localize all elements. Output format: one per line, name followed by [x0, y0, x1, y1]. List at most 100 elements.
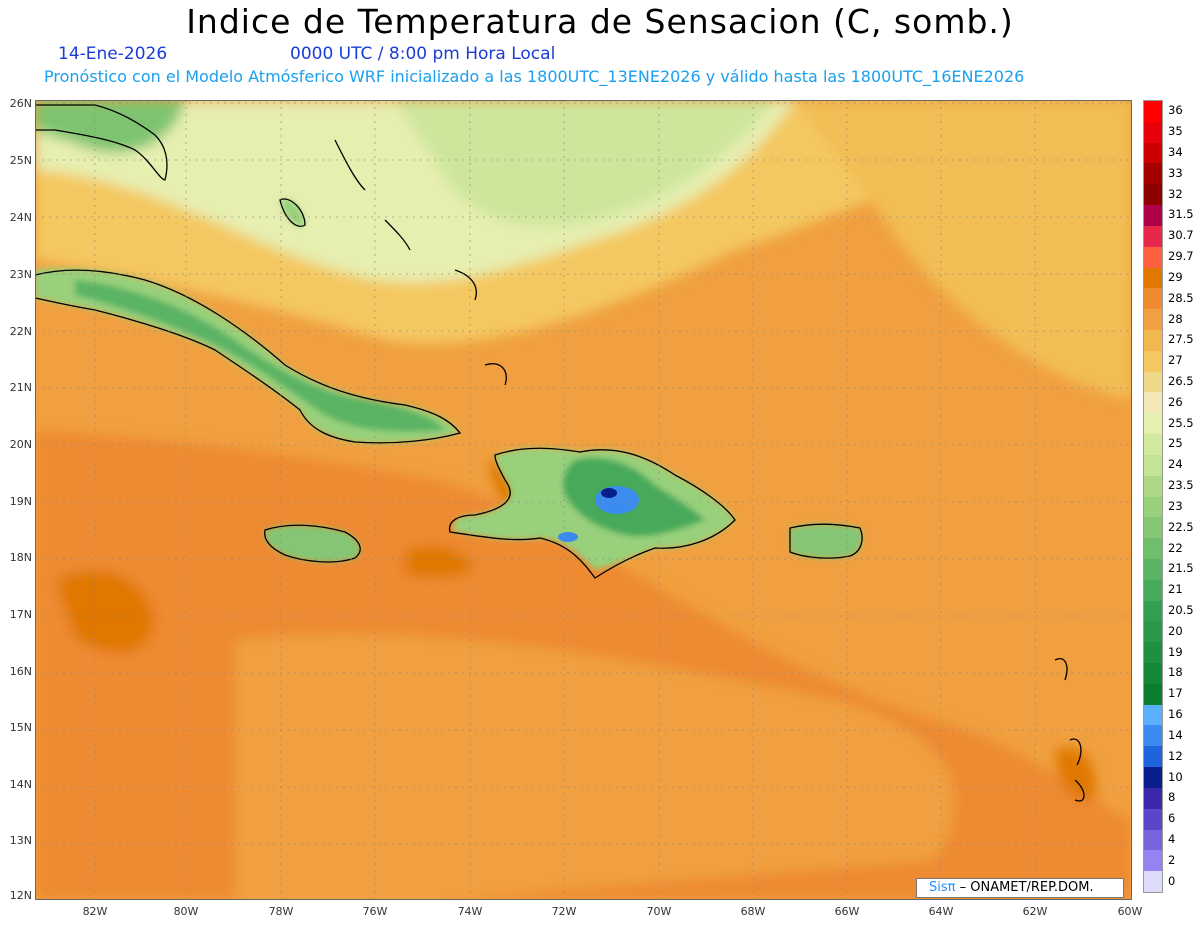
legend-swatch [1144, 101, 1162, 123]
legend-label: 29 [1168, 269, 1183, 284]
field-hot-spot-2 [405, 545, 475, 579]
legend-swatch [1144, 725, 1162, 747]
lat-label: 16N [9, 665, 32, 678]
legend-swatch [1144, 642, 1162, 664]
field-hot-spot-1 [55, 570, 155, 654]
legend-swatch [1144, 392, 1162, 414]
legend-swatch [1144, 329, 1162, 352]
legend-swatch [1144, 434, 1162, 456]
legend-label: 22.5 [1168, 519, 1194, 534]
legend-label: 35 [1168, 124, 1183, 139]
legend-label: 4 [1168, 831, 1176, 846]
lon-label: 66W [834, 905, 860, 918]
legend-swatch [1144, 267, 1162, 289]
lon-label: 72W [551, 905, 577, 918]
legend-swatch [1144, 871, 1162, 893]
legend-label: 30.7 [1168, 228, 1194, 243]
coast-lesser-1 [1054, 658, 1068, 681]
lat-label: 17N [9, 608, 32, 621]
legend-swatch [1144, 288, 1162, 310]
legend-label: 26.5 [1168, 374, 1194, 388]
cold-spot-inner [601, 488, 617, 498]
coast-bahamas-1 [334, 139, 366, 191]
coast-puerto-rico [789, 523, 863, 559]
legend-label: 17 [1168, 686, 1183, 701]
coast-cuba [35, 269, 462, 444]
credit-text: – ONAMET/REP.DOM. [959, 880, 1094, 895]
legend-label: 16 [1168, 707, 1183, 722]
legend-swatch [1144, 683, 1162, 706]
cold-spot-outer [595, 486, 639, 514]
legend-label: 19 [1168, 644, 1183, 659]
legend-swatch [1144, 371, 1162, 393]
lon-label: 80W [173, 905, 199, 918]
legend-label: 25 [1168, 436, 1183, 451]
lat-label: 15N [9, 721, 32, 734]
coast-andros [279, 198, 306, 227]
land-jamaica [264, 525, 361, 562]
coast-lesser-3 [1074, 779, 1085, 802]
sispi-logo: Sisπ [929, 880, 956, 895]
lon-label: 82W [82, 905, 108, 918]
legend-swatch [1144, 829, 1162, 851]
legend-swatch [1144, 600, 1162, 622]
legend-swatch [1144, 558, 1162, 581]
land-cuba-core [75, 280, 445, 432]
legend-swatch [1144, 413, 1162, 435]
legend-label: 28 [1168, 311, 1183, 326]
land-andros [280, 199, 305, 227]
legend-label: 2 [1168, 852, 1176, 867]
legend-label: 34 [1168, 145, 1183, 160]
legend-label: 29.7 [1168, 249, 1194, 264]
legend-swatch [1144, 309, 1162, 331]
legend-label: 21 [1168, 582, 1183, 597]
lat-label: 19N [9, 495, 32, 508]
legend-label: 28.5 [1168, 290, 1194, 305]
legend-swatch [1144, 350, 1162, 373]
legend-label: 12 [1168, 748, 1183, 763]
lon-label: 70W [646, 905, 672, 918]
lon-label: 76W [362, 905, 388, 918]
credit-box: Sisπ – ONAMET/REP.DOM. [916, 878, 1124, 898]
legend-label: 0 [1168, 873, 1176, 888]
legend-swatch [1144, 163, 1162, 185]
legend-swatch [1144, 225, 1162, 248]
legend-label: 25.5 [1168, 415, 1194, 430]
legend-swatch [1144, 184, 1162, 206]
color-legend [1143, 100, 1163, 893]
field-south-mid [235, 634, 955, 900]
lat-label: 25N [9, 154, 32, 167]
legend-label: 20 [1168, 623, 1183, 638]
coast-bahamas-2 [384, 219, 411, 251]
land-puerto-rico [790, 524, 863, 559]
lat-label: 26N [9, 97, 32, 110]
legend-swatch [1144, 454, 1162, 477]
legend-label: 26 [1168, 394, 1183, 409]
field-hot-spot-4 [1055, 747, 1096, 801]
legend-swatch [1144, 496, 1162, 518]
legend-label: 6 [1168, 811, 1176, 826]
lat-label: 12N [9, 889, 32, 902]
legend-label: 23 [1168, 498, 1183, 513]
legend-label: 22 [1168, 540, 1183, 555]
legend-swatch [1144, 246, 1162, 269]
cold-spot-south [558, 532, 578, 542]
forecast-time: 0000 UTC / 8:00 pm Hora Local [290, 44, 556, 64]
lon-label: 62W [1022, 905, 1048, 918]
legend-swatch [1144, 205, 1162, 227]
legend-label: 20.5 [1168, 602, 1194, 617]
coast-lesser-2 [1069, 738, 1082, 766]
coast-tci [484, 363, 507, 386]
legend-label: 24 [1168, 457, 1183, 472]
legend-swatch [1144, 121, 1162, 144]
lat-label: 21N [9, 381, 32, 394]
lat-label: 14N [9, 778, 32, 791]
coast-bahamas-3 [454, 269, 477, 301]
legend-label: 8 [1168, 790, 1176, 805]
legend-label: 27.5 [1168, 332, 1194, 347]
lon-label: 74W [457, 905, 483, 918]
legend-swatch [1144, 475, 1162, 497]
legend-label: 18 [1168, 665, 1183, 680]
legend-label: 10 [1168, 769, 1183, 784]
lat-label: 24N [9, 211, 32, 224]
